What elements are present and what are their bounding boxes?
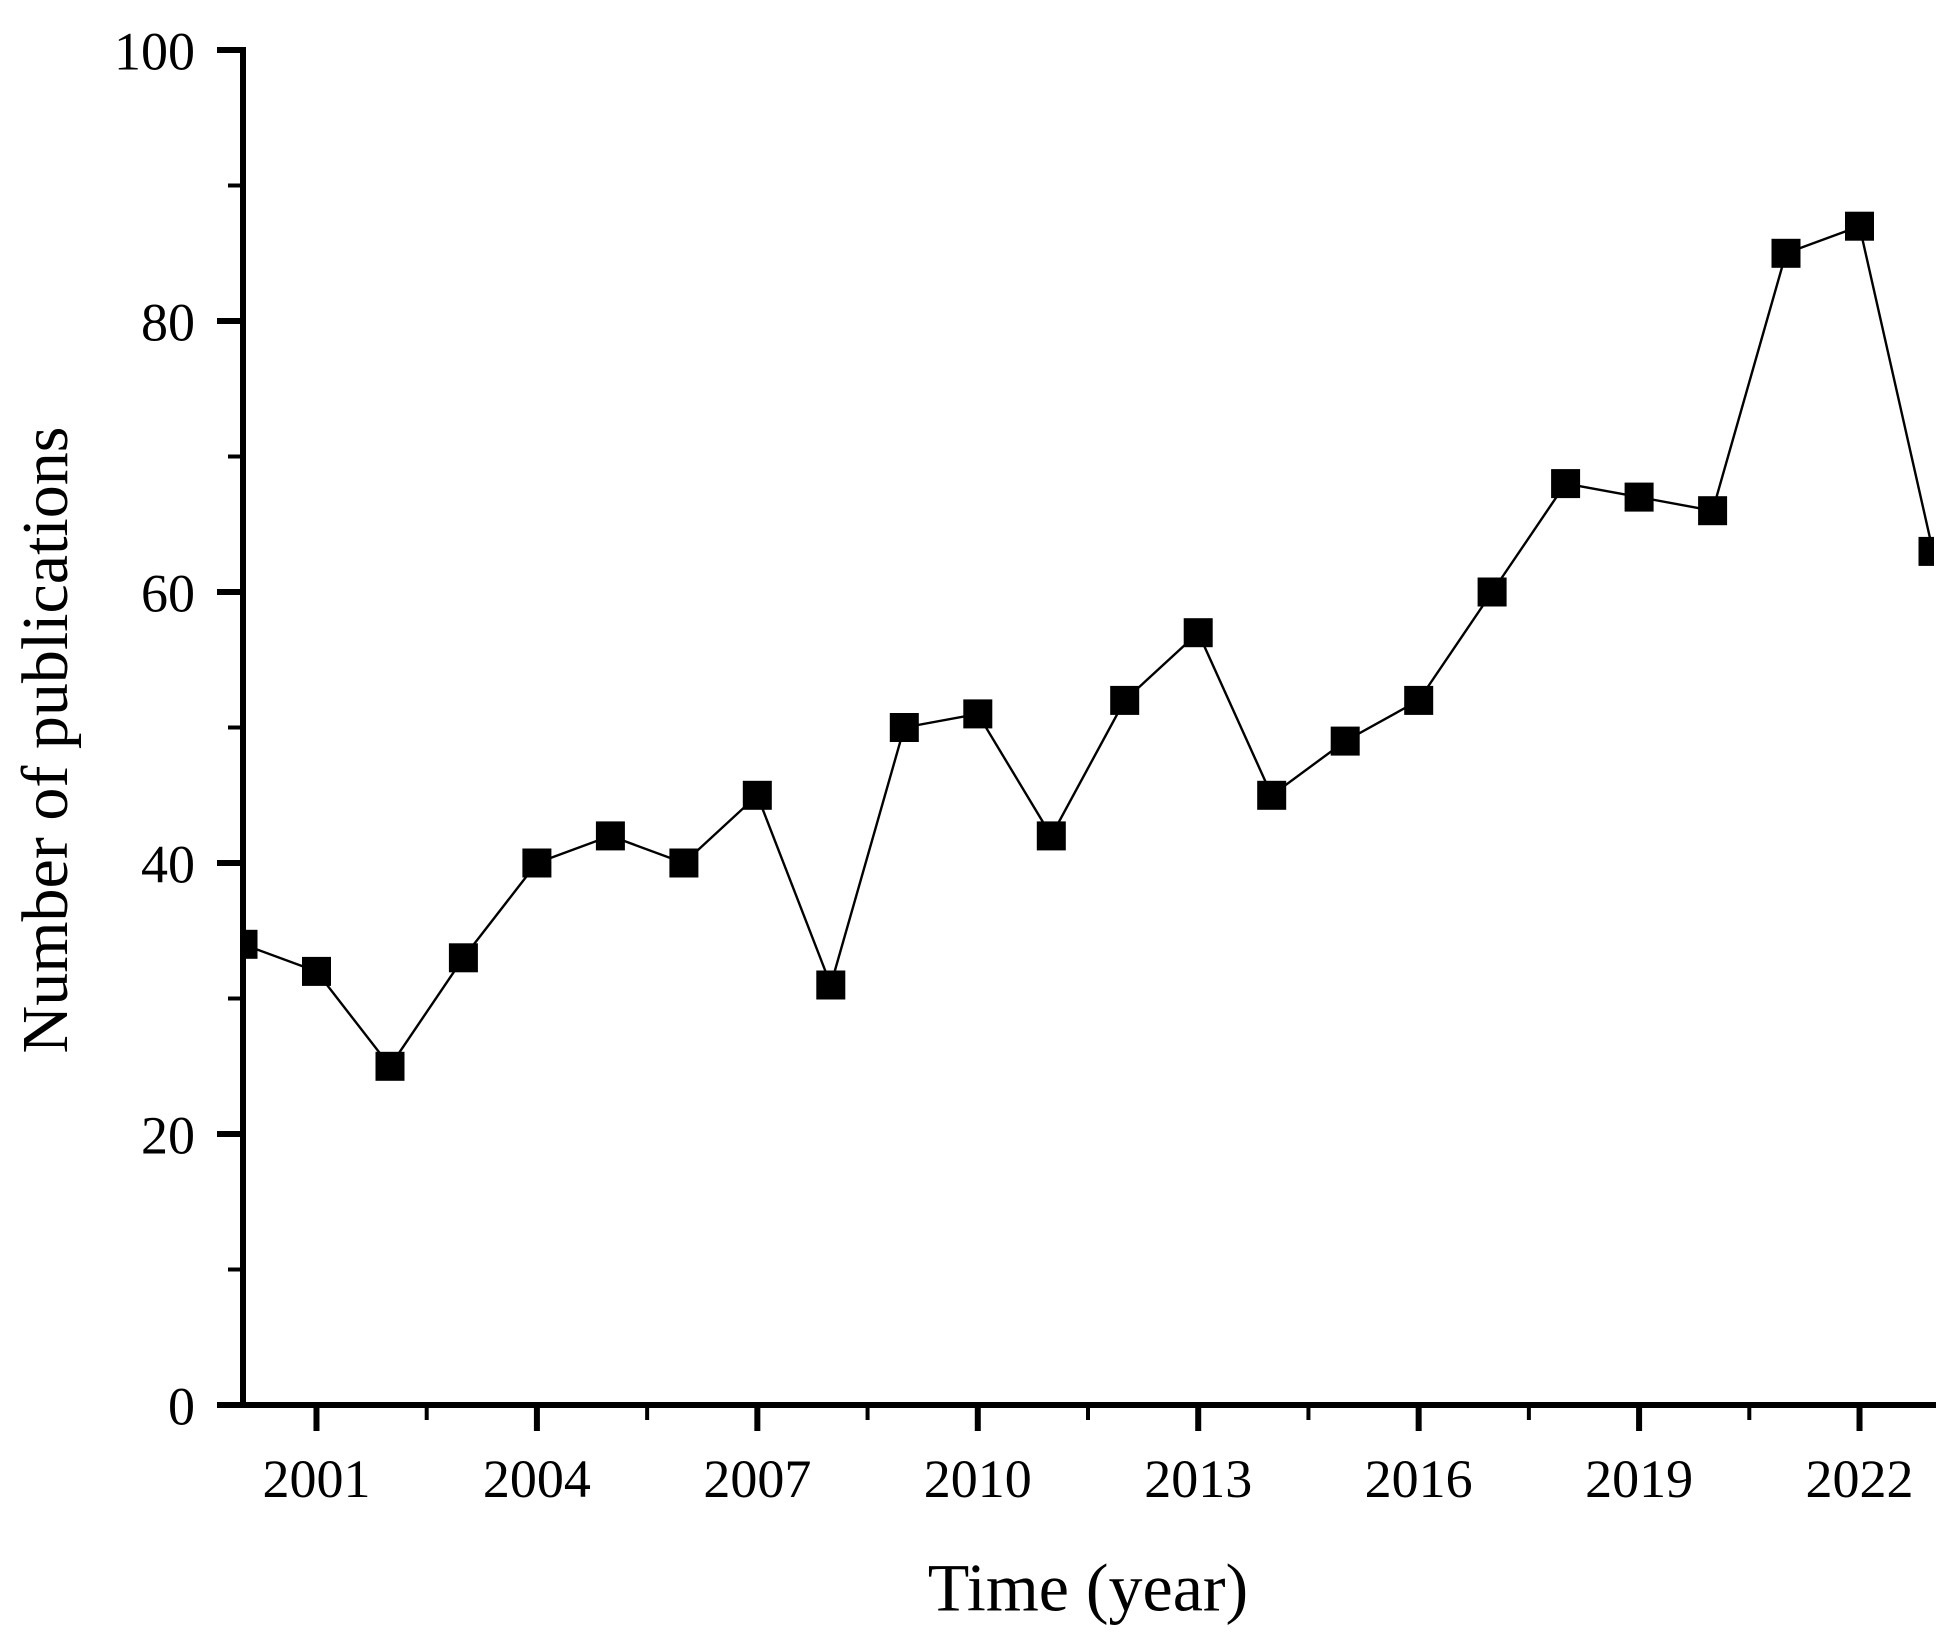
data-point-marker [1477,577,1507,607]
data-point-marker [1624,482,1654,512]
data-point-marker [669,848,699,878]
x-tick-label: 2007 [703,1449,811,1509]
y-tick-label: 0 [168,1376,195,1436]
x-tick-label: 2004 [483,1449,591,1509]
x-tick-label: 2022 [1806,1449,1914,1509]
data-point-marker [1845,211,1874,241]
y-tick-label: 100 [114,21,195,81]
data-point-marker [1036,821,1066,851]
y-tick-label: 60 [141,563,195,623]
data-point-marker [302,956,331,986]
x-axis-title: Time (year) [927,1549,1249,1626]
data-point-marker [1551,469,1581,499]
data-point-marker [522,848,552,878]
x-tick-label: 2013 [1144,1449,1252,1509]
y-tick-label: 40 [141,834,195,894]
data-point-marker [1698,496,1728,526]
y-tick-label: 20 [141,1105,195,1165]
data-point-marker [1257,780,1287,810]
data-point-marker [375,1051,405,1081]
y-axis-title: Number of publications [9,426,82,1054]
x-tick-label: 2010 [924,1449,1032,1509]
x-tick-label: 2016 [1365,1449,1473,1509]
data-point-marker [244,929,258,959]
axes-layer [217,47,1936,1431]
data-point-marker [1918,536,1934,566]
data-point-marker [448,943,478,973]
x-tick-label: 2019 [1585,1449,1693,1509]
x-tick-label: 2001 [262,1449,370,1509]
y-tick-label: 80 [141,292,195,352]
data-point-marker [1771,238,1801,268]
data-point-marker [595,821,625,851]
data-point-marker [889,713,919,742]
data-point-marker [1110,685,1140,715]
data-point-marker [1404,685,1434,715]
series-line [244,224,1934,1069]
data-point-marker [1183,618,1213,648]
data-point-marker [963,699,993,729]
data-point-marker [742,780,772,810]
data-point-marker [1330,726,1360,756]
data-point-marker [816,970,846,1000]
series-layer [244,211,1934,1081]
tick-labels-layer: 0 20 40 60 80 100 2001 2004 2007 2010 2013 2016 2019… [114,21,1914,1509]
